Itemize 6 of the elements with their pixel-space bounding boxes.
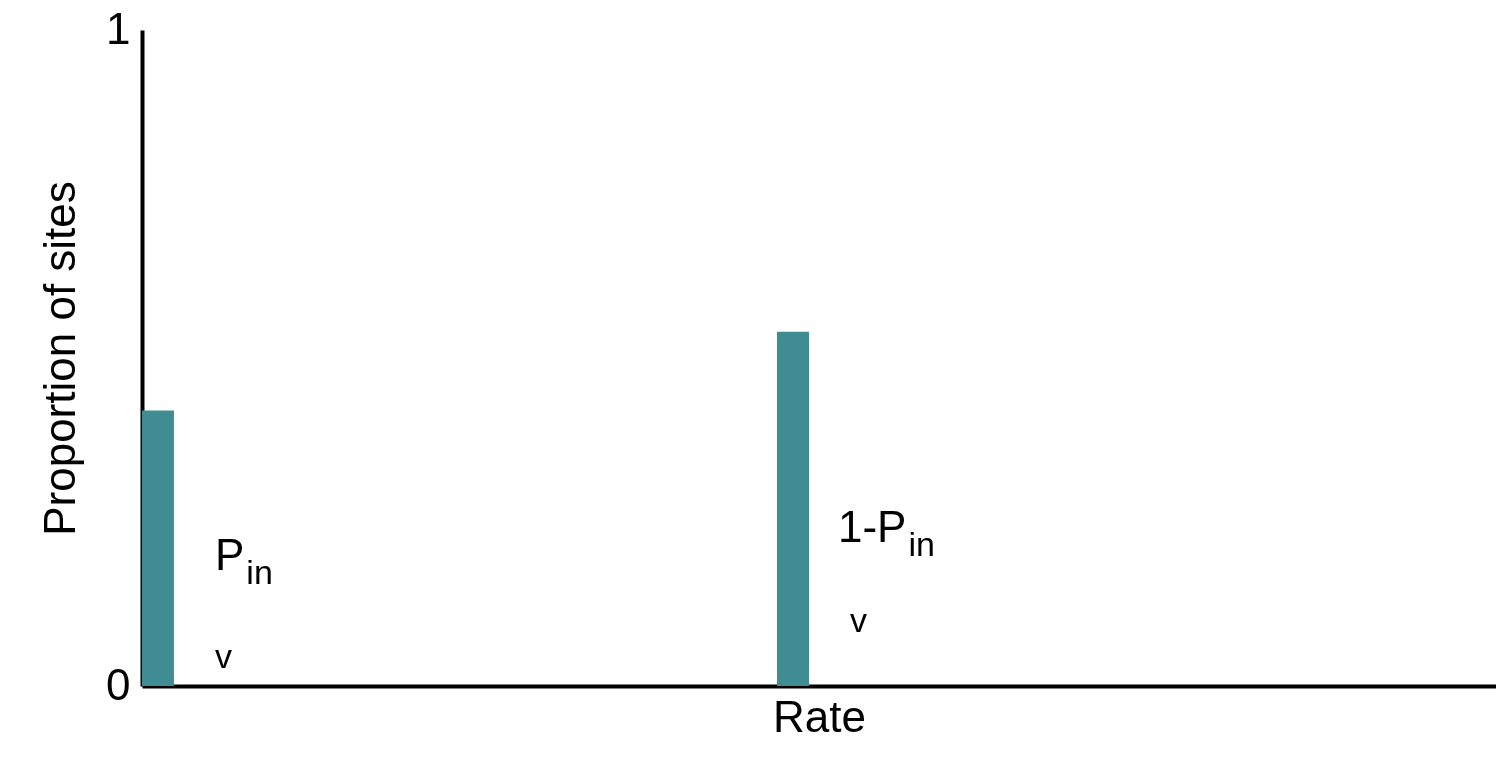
annotation: v (215, 637, 232, 675)
y-tick-label: 0 (106, 659, 131, 709)
y-tick-label: 1 (106, 3, 131, 53)
annotation: v (850, 601, 867, 639)
y-axis-title: Proportion of sites (35, 181, 85, 536)
x-axis-title: Rate (773, 691, 866, 741)
